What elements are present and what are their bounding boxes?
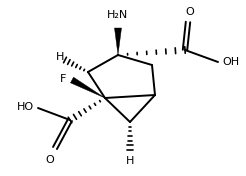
Text: OH: OH [222,57,239,67]
Text: H₂N: H₂N [107,10,129,20]
Text: O: O [186,7,194,17]
Text: F: F [60,74,66,84]
Text: HO: HO [17,102,34,112]
Text: O: O [46,155,54,165]
Polygon shape [70,77,105,98]
Polygon shape [114,28,122,55]
Text: H: H [56,52,64,62]
Text: H: H [126,156,134,166]
